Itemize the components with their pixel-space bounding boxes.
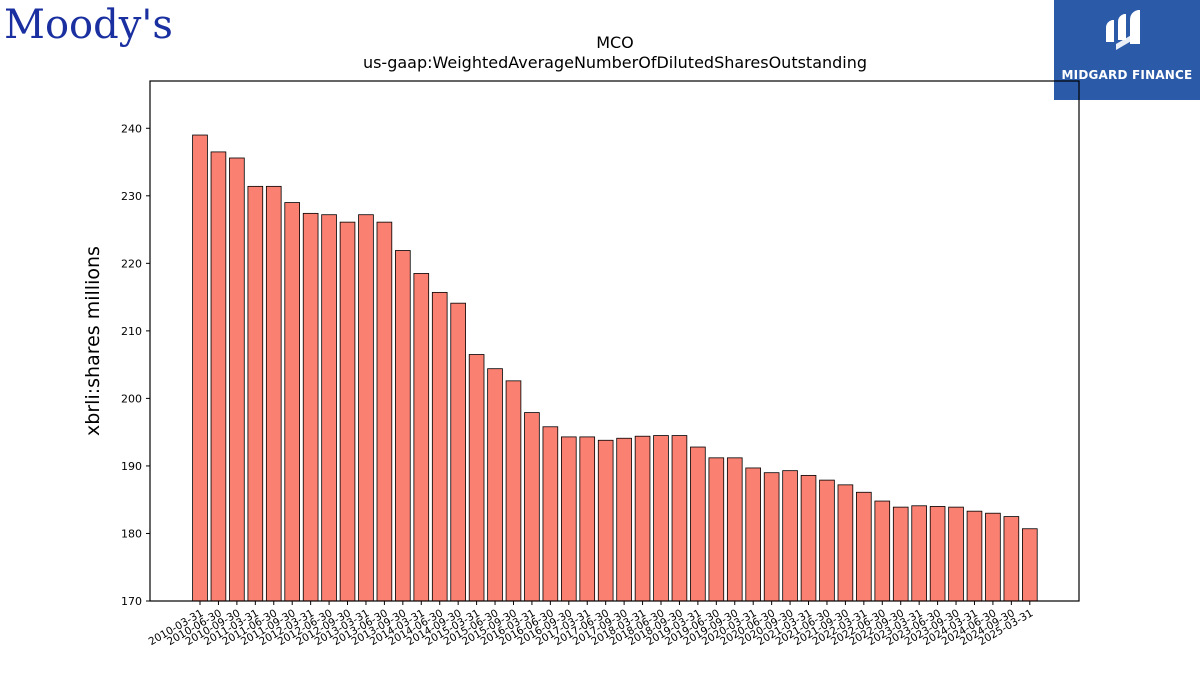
bar — [413, 273, 430, 602]
moodys-logo: Moody's — [4, 2, 173, 48]
bar — [819, 479, 835, 602]
bar — [597, 439, 614, 602]
bar — [929, 506, 946, 602]
bar — [284, 202, 300, 602]
bar — [782, 470, 798, 602]
bar — [708, 457, 725, 602]
plot-frame — [149, 80, 1080, 602]
midgard-finance-text: MIDGARD FINANCE — [1061, 68, 1193, 82]
bar — [468, 354, 485, 602]
bar — [229, 157, 245, 602]
bar — [671, 435, 688, 602]
bar — [487, 368, 503, 602]
bar — [376, 221, 393, 602]
bar — [948, 506, 964, 602]
bar — [837, 484, 854, 602]
bar — [265, 185, 282, 602]
bar — [690, 446, 706, 602]
bar — [450, 302, 466, 602]
bar — [911, 505, 927, 602]
bar — [542, 426, 559, 602]
y-axis-label: xbrli:shares millions — [82, 246, 104, 436]
bar — [358, 214, 374, 602]
bar — [431, 291, 448, 602]
y-tick-label: 180 — [121, 527, 142, 540]
bar — [874, 500, 891, 602]
y-tick-label: 190 — [121, 460, 142, 473]
y-tick-label: 230 — [121, 190, 142, 203]
bar — [966, 510, 983, 602]
bar — [634, 435, 651, 602]
bar — [192, 134, 208, 602]
chart-subtitle: us-gaap:WeightedAverageNumberOfDilutedSh… — [363, 53, 867, 72]
bar — [800, 474, 817, 602]
x-ticks-group: 2010-03-312010-06-302010-09-302011-03-31… — [147, 601, 1035, 648]
y-tick-label: 240 — [121, 122, 142, 135]
bar — [745, 467, 761, 602]
bar — [524, 412, 540, 602]
midgard-finance-mark-icon — [1106, 10, 1140, 50]
y-tick-label: 220 — [121, 257, 142, 270]
y-ticks-group: 170 180 190 200 210 220 230 240 — [121, 122, 150, 608]
bar — [302, 212, 319, 602]
bar — [210, 151, 227, 602]
bar — [616, 437, 632, 602]
bar — [763, 472, 780, 602]
bar — [247, 185, 264, 602]
bar — [561, 436, 577, 602]
y-tick-label: 200 — [121, 392, 142, 405]
bar — [892, 506, 909, 602]
y-tick-label: 210 — [121, 325, 142, 338]
bar — [339, 221, 356, 602]
bar — [985, 512, 1001, 602]
bar — [1022, 528, 1038, 602]
bar — [653, 435, 669, 602]
bars-group — [192, 134, 1038, 602]
bar — [1003, 516, 1020, 602]
y-tick-label: 170 — [121, 595, 142, 608]
midgard-finance-logo: MIDGARD FINANCE — [1054, 0, 1200, 100]
bar — [726, 457, 743, 602]
bar — [321, 214, 337, 602]
bar — [505, 380, 522, 602]
bar — [579, 436, 596, 602]
bar — [395, 250, 411, 602]
bar — [856, 491, 872, 602]
chart-title: MCO — [596, 33, 634, 52]
